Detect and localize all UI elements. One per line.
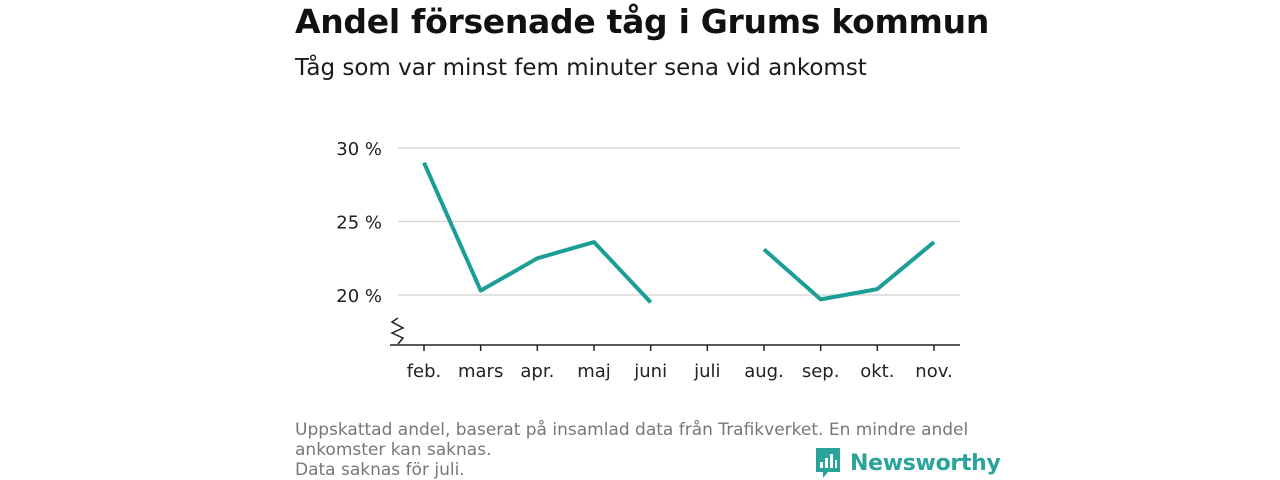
footnote-line-1: Uppskattad andel, baserat på insamlad da… (295, 420, 969, 440)
series-line (422, 161, 653, 304)
series-line (762, 240, 936, 302)
newsworthy-logo-text: Newsworthy (850, 450, 1001, 476)
y-tick-label: 25 % (336, 213, 382, 234)
newsworthy-logo-icon (816, 448, 840, 478)
footnote: Uppskattad andel, baserat på insamlad da… (295, 420, 985, 480)
axis-break-icon (390, 317, 405, 345)
x-tick-label: okt. (860, 361, 894, 382)
newsworthy-logo: Newsworthy (814, 446, 1001, 480)
footnote-line-3: Data saknas för juli. (295, 460, 465, 480)
x-tick-label: apr. (520, 361, 554, 382)
y-tick-label: 20 % (336, 286, 382, 307)
x-tick-label: sep. (802, 361, 840, 382)
x-tick-label: aug. (744, 361, 784, 382)
x-tick-label: juni (633, 361, 667, 382)
x-tick-label: nov. (915, 361, 952, 382)
y-tick-label: 30 % (336, 139, 382, 160)
x-tick-label: maj (577, 361, 611, 382)
chart-title: Andel försenade tåg i Grums kommun (295, 2, 990, 41)
x-tick-label: mars (458, 361, 503, 382)
footnote-line-2: ankomster kan saknas. (295, 440, 492, 460)
x-tick-label: juli (693, 361, 720, 382)
chart-subtitle: Tåg som var minst fem minuter sena vid a… (295, 55, 867, 81)
x-tick-label: feb. (407, 361, 442, 382)
